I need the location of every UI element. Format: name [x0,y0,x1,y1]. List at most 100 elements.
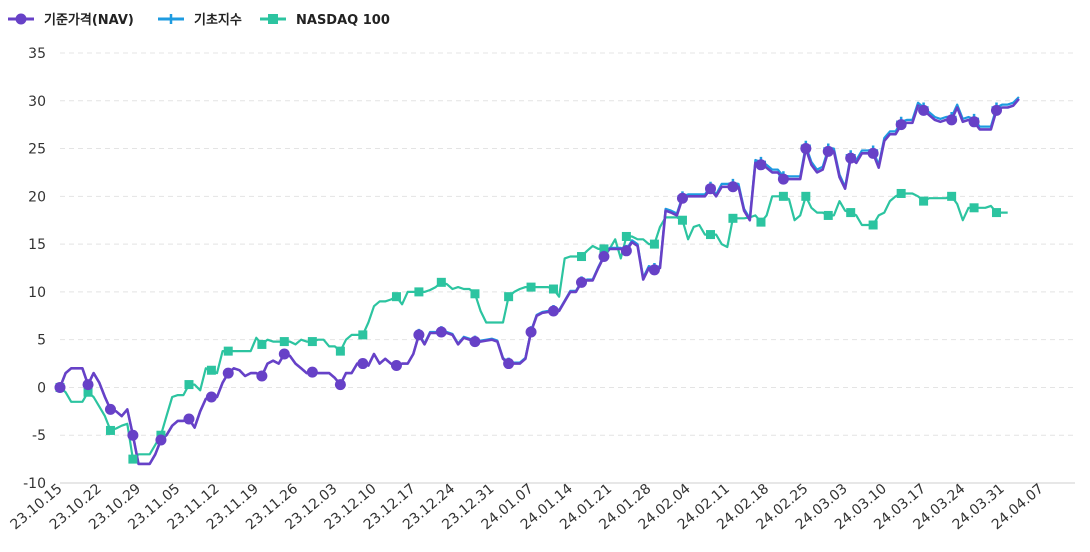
y-tick-label: 25 [28,142,46,158]
nasdaq-point[interactable] [414,287,424,297]
y-tick-label: -5 [32,428,46,444]
nav-point[interactable] [334,379,346,391]
nasdaq-point[interactable] [577,252,587,262]
nav-point[interactable] [256,370,268,382]
nav-point[interactable] [183,413,195,425]
nav-point[interactable] [525,326,537,338]
series-line [58,98,1020,466]
nasdaq-point[interactable] [548,284,558,294]
nav-point[interactable] [867,147,879,159]
y-tick-label: 35 [28,46,46,62]
nav-point[interactable] [413,329,425,341]
nasdaq-point[interactable] [184,380,194,390]
legend-item[interactable]: 기초지수 [158,13,242,28]
nasdaq-point[interactable] [358,330,368,340]
legend-label: NASDAQ 100 [296,13,390,28]
x-axis: 23.10.1523.10.2223.10.2923.11.0523.11.12… [8,481,1075,533]
nasdaq-point[interactable] [677,215,687,225]
nav-point[interactable] [278,348,290,360]
nav-point[interactable] [800,143,812,155]
nasdaq-point[interactable] [896,188,906,198]
nav-point[interactable] [777,173,789,185]
nav-point[interactable] [755,159,767,171]
nasdaq-point[interactable] [756,217,766,227]
nav-point[interactable] [503,358,515,370]
nasdaq-point[interactable] [801,191,811,201]
nasdaq-point[interactable] [705,230,715,240]
y-axis: -10 -5 0 5 10 15 20 25 30 35 [23,46,46,492]
nasdaq-point[interactable] [105,425,115,435]
nasdaq-point[interactable] [307,337,317,347]
legend-marker-cross [166,14,176,24]
nasdaq-point[interactable] [391,292,401,302]
nav-point[interactable] [547,305,559,317]
nasdaq-point[interactable] [621,231,631,241]
nav-point[interactable] [82,379,94,391]
nav-point[interactable] [968,116,980,128]
nasdaq-point[interactable] [778,191,788,201]
nasdaq-point[interactable] [846,208,856,218]
nasdaq-point[interactable] [128,454,138,464]
y-tick-label: 0 [37,380,46,396]
nasdaq-point[interactable] [526,282,536,292]
nav-point[interactable] [222,367,234,379]
nasdaq-point[interactable] [206,365,216,375]
nav-point[interactable] [357,358,369,370]
nav-point[interactable] [306,366,318,378]
nasdaq-point[interactable] [470,289,480,299]
nasdaq-point[interactable] [257,339,267,349]
nasdaq-point[interactable] [223,346,233,356]
nav-point[interactable] [155,434,167,446]
nasdaq-point[interactable] [823,210,833,220]
y-tick-label: 10 [28,285,46,301]
nav-point[interactable] [676,192,688,204]
nav-point[interactable] [895,119,907,131]
nasdaq-point[interactable] [83,387,93,397]
nav-point[interactable] [990,104,1002,116]
nav-point[interactable] [648,264,660,276]
nasdaq-point[interactable] [335,346,345,356]
y-tick-label: 20 [28,189,46,205]
nav-point[interactable] [704,183,716,195]
nasdaq-point[interactable] [728,213,738,223]
nav-point[interactable] [435,326,447,338]
nav-point[interactable] [845,152,857,164]
y-tick-label: 30 [28,94,46,110]
nasdaq-point[interactable] [947,191,957,201]
nav-point[interactable] [620,245,632,257]
nav-point[interactable] [727,181,739,193]
legend-label: 기초지수 [194,13,242,28]
nav-point[interactable] [946,114,958,126]
nav-point[interactable] [54,381,66,393]
nav-point[interactable] [598,251,610,263]
nav-point[interactable] [822,145,834,157]
nav-point[interactable] [576,276,588,288]
nasdaq-point[interactable] [868,220,878,230]
nasdaq-point[interactable] [436,277,446,287]
nav-point[interactable] [104,403,116,415]
legend-label: 기준가격(NAV) [44,13,134,28]
nav-point[interactable] [469,336,481,348]
nasdaq-point[interactable] [991,208,1001,218]
y-tick-label: 15 [28,237,46,253]
legend-marker-circle [15,13,27,25]
legend[interactable]: 기준가격(NAV) 기초지수 NASDAQ 100 [8,13,390,28]
nasdaq-point[interactable] [969,203,979,213]
nav-point[interactable] [390,359,402,371]
y-tick-label: -10 [23,476,46,492]
nasdaq-point[interactable] [599,244,609,254]
nasdaq-point[interactable] [649,239,659,249]
legend-marker-square [268,14,278,24]
nasdaq-point[interactable] [919,196,929,206]
nasdaq-point[interactable] [504,292,514,302]
nav-point[interactable] [918,104,930,116]
y-tick-label: 5 [37,333,46,349]
nav-point[interactable] [205,391,217,403]
grid [60,52,1075,484]
nav-point[interactable] [127,429,139,441]
nasdaq-point[interactable] [279,337,289,347]
series-markers [54,102,1002,464]
legend-item[interactable]: 기준가격(NAV) [8,13,134,28]
legend-item[interactable]: NASDAQ 100 [260,13,390,28]
